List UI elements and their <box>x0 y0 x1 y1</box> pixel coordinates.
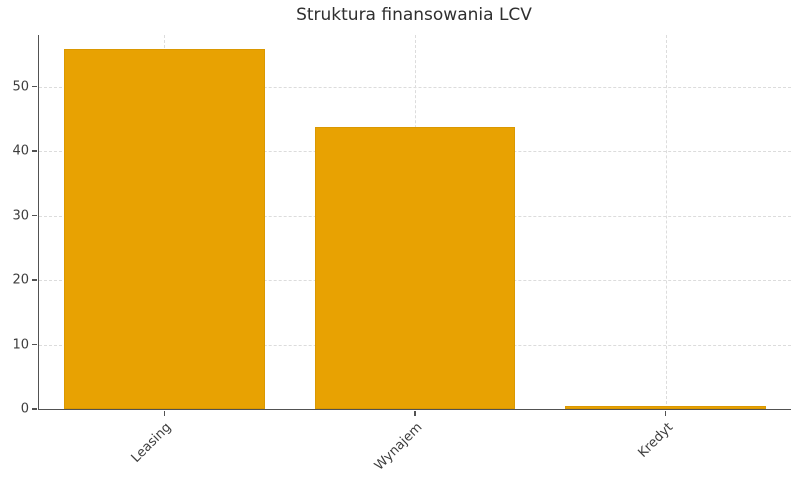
y-axis-tick <box>32 150 37 152</box>
y-tick-label: 30 <box>12 208 29 224</box>
y-tick-label: 0 <box>20 401 29 417</box>
chart-title: Struktura finansowania LCV <box>296 5 532 25</box>
y-tick-label: 10 <box>12 337 29 353</box>
x-axis-tick <box>163 411 166 416</box>
x-axis-tick <box>414 411 416 416</box>
x-tick-label: Kredyt <box>635 420 677 461</box>
y-axis-tick <box>32 214 37 217</box>
bar-leasing <box>64 48 265 409</box>
y-axis-tick <box>32 408 37 410</box>
y-axis-tick <box>32 279 37 281</box>
y-tick-label: 50 <box>12 79 29 95</box>
plot-area: 0 10 20 30 40 50 Leasing Wynajem Kredyt <box>12 35 791 474</box>
y-tick-label: 40 <box>12 143 29 159</box>
y-axis-tick <box>32 343 37 346</box>
x-tick-label: Wynajem <box>371 420 426 474</box>
bar-kredyt <box>565 405 766 409</box>
x-tick-label: Leasing <box>129 420 175 466</box>
bar-wynajem <box>314 126 516 409</box>
y-tick-label: 20 <box>12 272 29 288</box>
y-axis-tick <box>32 85 37 88</box>
x-axis-tick <box>664 411 667 416</box>
gridline-vertical <box>665 35 667 409</box>
